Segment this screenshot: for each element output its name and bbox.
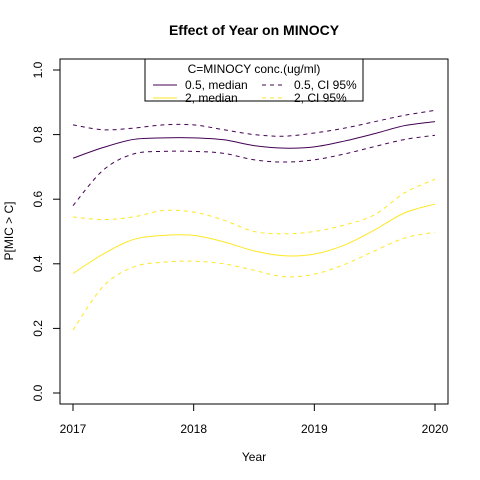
y-tick-label: 0.6 [31,191,45,208]
y-axis-label: P[MIC > C] [2,201,16,260]
legend-entry-label: 2, CI 95% [294,91,347,105]
x-tick-label: 2020 [422,422,449,436]
series-line-6 [72,231,436,331]
series-line-4 [72,203,436,274]
y-tick-label: 0.8 [31,126,45,143]
y-tick-label: 0.0 [31,384,45,401]
series-line-5 [72,178,436,235]
legend-title: C=MINOCY conc.(ug/ml) [188,62,321,76]
series-line-2 [72,109,436,137]
legend-entries: 0.5, median 0.5, CI 95% 2, median 2, CI 95% [153,78,357,105]
y-axis: 0.0 0.2 0.4 0.6 0.8 1.0 [31,61,61,401]
x-tick-label: 2018 [180,422,207,436]
chart-title: Effect of Year on MINOCY [169,22,340,38]
y-tick-label: 0.2 [31,320,45,337]
legend-box [144,58,364,102]
y-tick-label: 0.4 [31,255,45,272]
series-line-1 [72,121,436,159]
legend: C=MINOCY conc.(ug/ml) 0.5, median 0.5, CI… [144,58,364,105]
x-tick-label: 2017 [60,422,87,436]
legend-entry-label: 0.5, median [185,78,248,92]
y-tick-label: 1.0 [31,61,45,78]
series-line-3 [72,134,436,206]
legend-entry-label: 0.5, CI 95% [294,78,357,92]
x-axis-label: Year [242,450,266,464]
x-tick-label: 2019 [301,422,328,436]
x-axis: 2017 2018 2019 2020 [60,403,449,436]
legend-entry-label: 2, median [185,91,238,105]
series-layer [72,109,436,331]
